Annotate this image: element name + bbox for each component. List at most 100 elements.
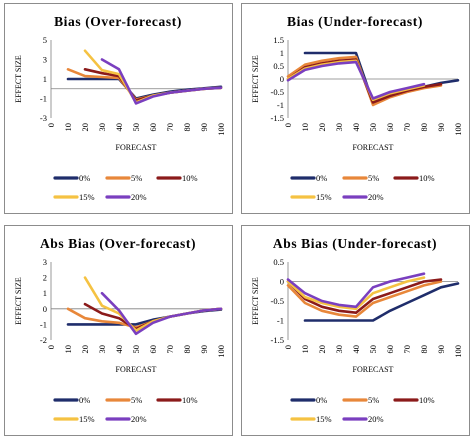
legend-label: 15%: [316, 414, 332, 424]
x-tick-label: 60: [148, 123, 158, 132]
legend-label: 0%: [79, 395, 90, 405]
x-tick-label: 80: [182, 345, 192, 354]
chart-title: Bias (Over-forecast): [54, 14, 182, 29]
x-tick-label: 90: [199, 123, 209, 132]
x-tick-label: 20: [80, 123, 90, 132]
y-tick-label: 1: [43, 74, 47, 84]
x-tick-label: 90: [436, 123, 446, 132]
x-axis-title: FORECAST: [353, 143, 394, 152]
chart-absbias-under: Abs Bias (Under-forecast) -1.5 -1 -0.5 0 0.5 0…: [251, 236, 463, 424]
legend-label: 5%: [368, 173, 379, 183]
x-tick-label: 100: [453, 345, 463, 358]
y-tick-label: 0.5: [273, 257, 284, 267]
chart-panel-bias-over: Bias (Over-forecast) -3 -1 1 3 5 0 10 20 30 40 50 60…: [4, 3, 233, 214]
y-tick-label: -1: [277, 316, 284, 326]
series-line: [286, 60, 426, 100]
x-tick-label: 40: [351, 123, 361, 132]
x-tick-label: 30: [334, 345, 344, 354]
legend-label: 0%: [79, 173, 90, 183]
x-tick-label: 10: [63, 123, 73, 132]
x-tick-label: 30: [97, 123, 107, 132]
series-line: [100, 58, 223, 105]
x-tick-label: 100: [453, 123, 463, 136]
y-axis-title: EFFECT SIZE: [14, 277, 23, 325]
legend-label: 0%: [316, 395, 327, 405]
x-tick-label: 10: [300, 123, 310, 132]
series-line: [286, 280, 443, 318]
x-tick-label: 50: [368, 123, 378, 132]
legend-label: 10%: [182, 395, 198, 405]
y-tick-label: 3: [43, 55, 47, 65]
legend-label: 20%: [131, 192, 147, 202]
legend-label: 5%: [131, 395, 142, 405]
y-tick-label: 2: [43, 273, 47, 283]
x-tick-label: 20: [317, 345, 327, 354]
y-tick-label: 0.5: [273, 61, 284, 71]
x-tick-label: 70: [165, 345, 175, 354]
chart-panel-absbias-over: Abs Bias (Over-forecast) -2 -1 0 1 2 3 0 10 20 30 4…: [4, 225, 233, 436]
y-tick-label: -1: [277, 100, 284, 110]
x-tick-label: 80: [182, 123, 192, 132]
x-tick-label: 0: [46, 345, 56, 349]
legend-label: 20%: [131, 414, 147, 424]
y-tick-label: -0.5: [271, 87, 284, 97]
x-tick-label: 80: [419, 123, 429, 132]
x-tick-label: 0: [283, 123, 293, 127]
x-tick-label: 30: [97, 345, 107, 354]
legend-label: 10%: [419, 173, 435, 183]
y-tick-label: -3: [40, 113, 47, 123]
x-axis-title: FORECAST: [116, 365, 157, 374]
y-tick-label: -2: [40, 335, 47, 345]
x-tick-label: 40: [114, 345, 124, 354]
y-tick-label: 5: [43, 35, 47, 45]
x-tick-label: 30: [334, 123, 344, 132]
y-tick-label: -0.5: [271, 296, 284, 306]
y-axis-title: EFFECT SIZE: [251, 277, 260, 325]
legend-label: 0%: [316, 173, 327, 183]
x-tick-label: 20: [317, 123, 327, 132]
x-tick-label: 60: [148, 345, 158, 354]
y-tick-label: 0: [280, 277, 284, 287]
legend-label: 15%: [79, 414, 95, 424]
y-axis-title: EFFECT SIZE: [251, 55, 260, 103]
legend-label: 15%: [316, 192, 332, 202]
x-tick-label: 20: [80, 345, 90, 354]
y-tick-label: 0: [280, 74, 284, 84]
legend-label: 10%: [182, 173, 198, 183]
y-tick-label: -1: [40, 319, 47, 329]
legend-label: 5%: [131, 173, 142, 183]
chart-bias-under: Bias (Under-forecast) -1.5 -1 -0.5 0 0.5 1 1.5 0…: [251, 14, 463, 202]
x-tick-label: 70: [165, 123, 175, 132]
y-axis-title: EFFECT SIZE: [14, 55, 23, 103]
series-line: [100, 291, 223, 336]
y-tick-label: -1.5: [271, 113, 284, 123]
x-tick-label: 0: [46, 123, 56, 127]
x-tick-label: 0: [283, 345, 293, 349]
y-tick-label: 1: [280, 48, 284, 58]
x-tick-label: 70: [402, 123, 412, 132]
chart-title: Abs Bias (Under-forecast): [273, 236, 437, 251]
x-tick-label: 70: [402, 345, 412, 354]
y-tick-label: -1: [40, 94, 47, 104]
y-tick-label: 3: [43, 257, 47, 267]
series-line: [303, 282, 460, 322]
y-tick-label: 0: [43, 304, 47, 314]
x-tick-label: 10: [63, 345, 73, 354]
x-tick-label: 40: [114, 123, 124, 132]
x-tick-label: 50: [131, 345, 141, 354]
series-line: [286, 276, 426, 311]
x-tick-label: 80: [419, 345, 429, 354]
legend-label: 20%: [368, 192, 384, 202]
x-tick-label: 50: [368, 345, 378, 354]
x-tick-label: 10: [300, 345, 310, 354]
y-tick-label: -1.5: [271, 335, 284, 345]
x-axis-title: FORECAST: [353, 365, 394, 374]
x-tick-label: 90: [436, 345, 446, 354]
x-tick-label: 60: [385, 345, 395, 354]
y-tick-label: 1.5: [273, 35, 284, 45]
legend-label: 15%: [79, 192, 95, 202]
x-tick-label: 100: [216, 345, 226, 358]
chart-panel-bias-under: Bias (Under-forecast) -1.5 -1 -0.5 0 0.5 1 1.5 0…: [241, 3, 470, 214]
